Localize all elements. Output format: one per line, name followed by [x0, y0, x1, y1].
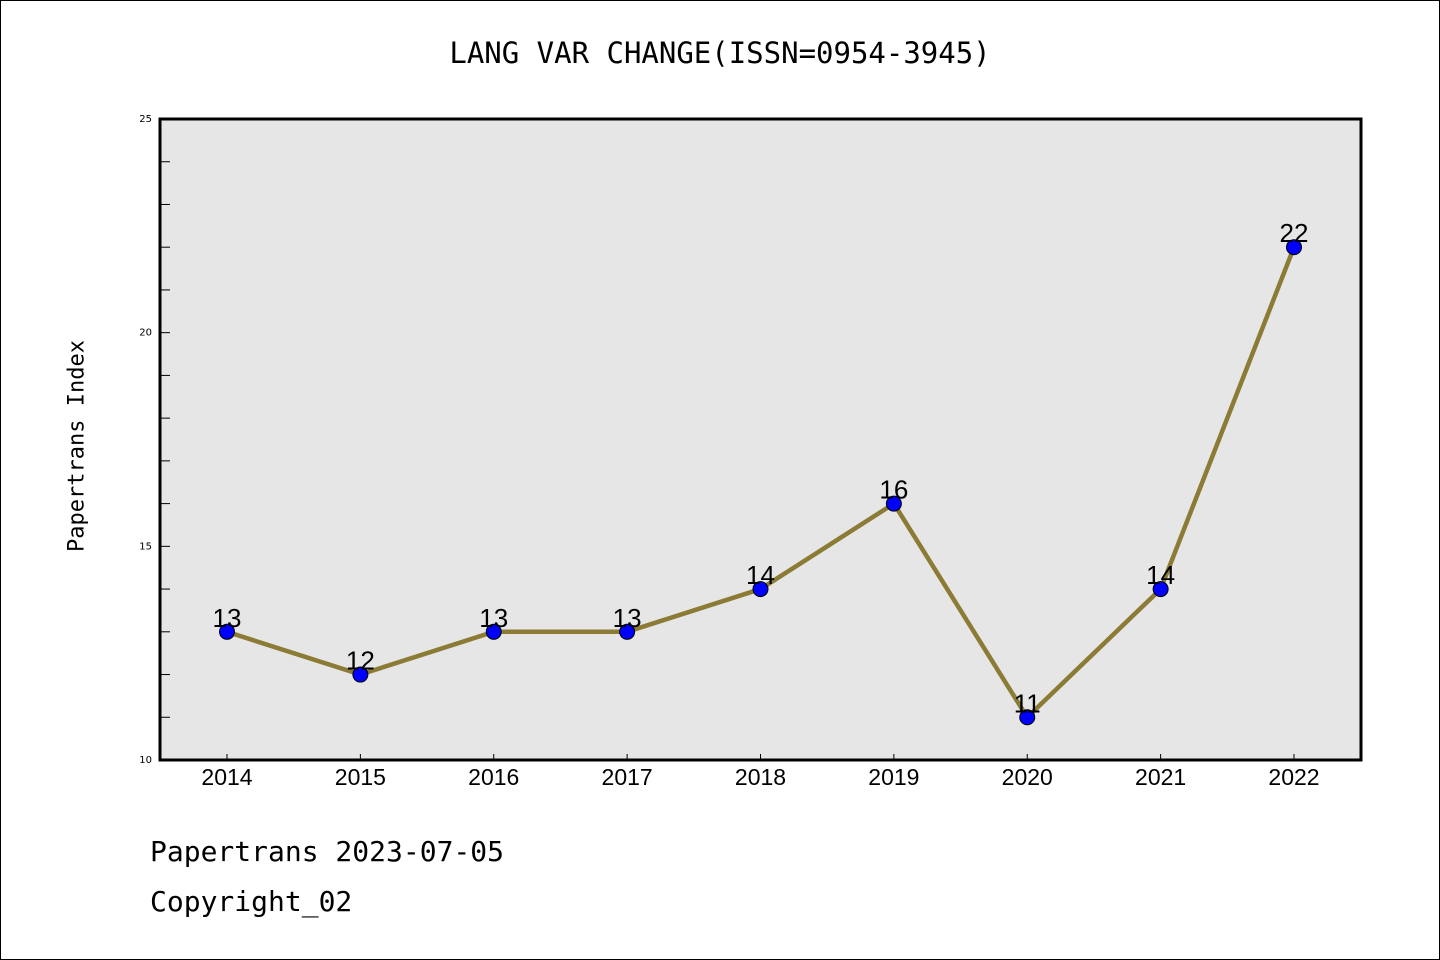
- x-tick-label: 2018: [735, 764, 786, 790]
- data-point: [485, 623, 502, 640]
- footer-date: Papertrans 2023-07-05: [150, 835, 505, 868]
- plot-background: [160, 119, 1361, 760]
- x-tick-label: 2016: [468, 764, 519, 790]
- data-label: 13: [213, 603, 242, 633]
- data-point: [619, 623, 636, 640]
- footer-copyright: Copyright_02: [150, 885, 353, 918]
- data-point: [1019, 709, 1036, 726]
- y-tick-label: 10: [139, 755, 152, 766]
- data-label: 14: [1146, 560, 1175, 590]
- data-point: [219, 623, 235, 640]
- y-tick-label: 25: [139, 114, 152, 125]
- y-tick-label: 15: [139, 541, 152, 552]
- x-tick-label: 2014: [201, 764, 252, 790]
- x-tick-label: 2021: [1135, 764, 1186, 790]
- y-tick-label: 20: [139, 328, 152, 339]
- data-label: 22: [1280, 218, 1309, 248]
- x-tick-label: 2022: [1268, 764, 1319, 790]
- data-label: 12: [346, 646, 375, 676]
- plot-border: [158, 117, 1363, 762]
- data-label: 14: [746, 560, 775, 590]
- data-label: 16: [879, 475, 908, 505]
- chart-title: LANG VAR CHANGE(ISSN=0954-3945): [449, 36, 991, 70]
- x-tick-label: 2019: [868, 764, 919, 790]
- data-label: 13: [613, 603, 642, 633]
- data-point: [885, 495, 902, 512]
- data-label: 11: [1014, 688, 1041, 718]
- data-label: 13: [479, 603, 508, 633]
- data-point: [1286, 239, 1302, 256]
- data-point: [352, 666, 369, 683]
- x-tick-label: 2020: [1002, 764, 1053, 790]
- data-point: [1152, 581, 1169, 598]
- x-tick-label: 2015: [335, 764, 386, 790]
- x-tick-label: 2017: [602, 764, 653, 790]
- data-point: [752, 581, 769, 598]
